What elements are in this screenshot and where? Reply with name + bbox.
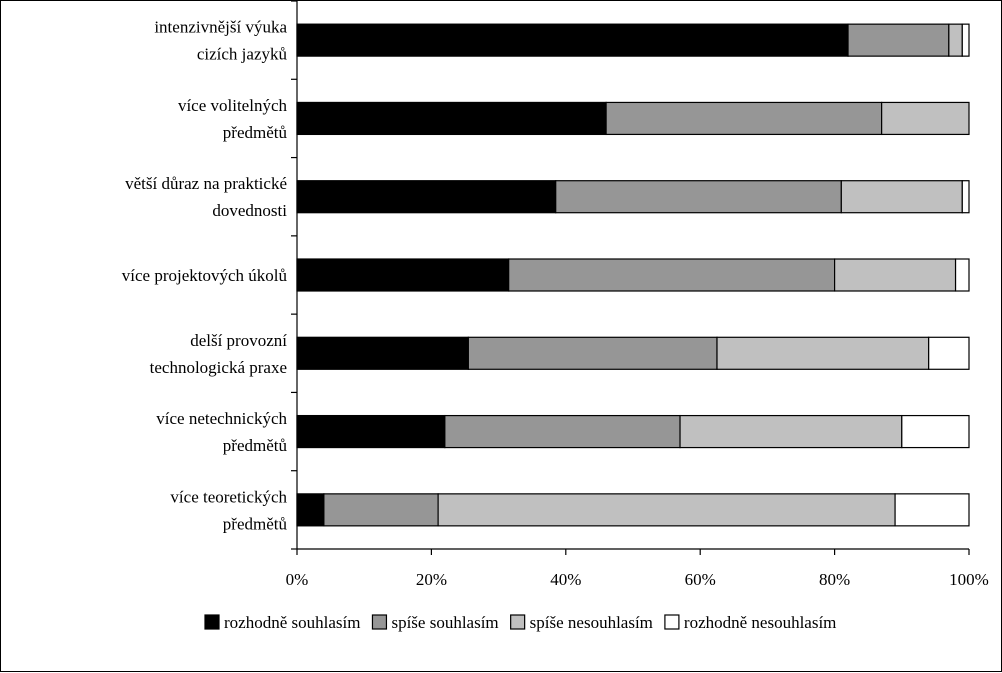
legend-label-4: rozhodně nesouhlasím (684, 613, 837, 632)
x-tick-label-1: 0% (286, 570, 309, 589)
legend: rozhodně souhlasím spíše souhlasím spíše n… (204, 613, 837, 632)
bar-segment-1-2 (847, 23, 950, 57)
legend-label-1: rozhodně souhlasím (224, 613, 360, 632)
x-tick-label-2: 20% (416, 570, 447, 589)
bar-segment-2-2 (605, 101, 883, 136)
legend-swatch-4 (664, 614, 680, 630)
bar-segment-1-4 (961, 23, 970, 57)
bar-segment-3-2 (555, 180, 842, 214)
category-label-7-line-2: předmětů (223, 514, 288, 533)
category-label-1-line-1: intenzivnější výuka (154, 18, 287, 37)
category-label-6-line-1: více netechnických (156, 409, 287, 428)
category-label-3-line-2: dovednosti (212, 201, 287, 220)
legend-swatch-1 (204, 614, 220, 630)
bar-segment-5-4 (928, 336, 970, 370)
bar-segment-5-1 (296, 336, 469, 370)
bar-segment-4-3 (833, 258, 957, 292)
bar-segment-6-2 (444, 414, 681, 449)
bar-segment-6-4 (901, 414, 970, 449)
x-tick-label-4: 60% (685, 570, 716, 589)
bar-segment-5-3 (716, 336, 930, 370)
legend-swatch-3 (510, 614, 526, 630)
bar-segment-6-3 (679, 414, 903, 449)
category-labels: intenzivnější výuka cizích jazyků více vol… (122, 18, 288, 534)
bar-segment-4-2 (508, 258, 836, 292)
bar-segment-3-3 (840, 180, 963, 214)
legend-swatch-2 (371, 614, 388, 630)
bar-segment-1-1 (296, 23, 849, 57)
bar-segment-7-1 (296, 493, 325, 527)
bar-segment-2-1 (296, 101, 607, 136)
bar-segment-4-4 (954, 258, 970, 292)
x-tick-labels: 0% 20% 40% 60% 80% 100% (286, 570, 989, 589)
category-label-4-line-1: více projektových úkolů (122, 266, 288, 285)
category-label-2-line-2: předmětů (223, 123, 288, 142)
bar-segment-7-3 (437, 493, 896, 527)
category-label-5-line-2: technologická praxe (150, 358, 287, 377)
category-label-1-line-2: cizích jazyků (197, 45, 288, 64)
legend-label-2: spíše souhlasím (391, 613, 498, 632)
bar-segment-4-1 (296, 258, 510, 292)
bar-segment-6-1 (296, 414, 446, 449)
x-tick-label-3: 40% (550, 570, 581, 589)
bar-segment-7-2 (323, 493, 439, 527)
category-label-2-line-1: více volitelných (178, 96, 288, 115)
bar-segment-5-2 (467, 336, 718, 370)
x-tick-label-5: 80% (819, 570, 850, 589)
legend-label-3: spíše nesouhlasím (530, 613, 653, 632)
category-label-6-line-2: předmětů (223, 436, 288, 455)
bar-segment-3-1 (296, 180, 557, 214)
bars-layer (296, 23, 970, 527)
category-label-7-line-1: více teoretických (170, 487, 287, 506)
bar-segment-3-4 (961, 180, 970, 214)
bar-segment-7-4 (894, 493, 970, 527)
x-tick-label-6: 100% (949, 570, 989, 589)
bar-segment-1-3 (948, 23, 963, 57)
axes-layer (291, 1, 970, 555)
category-label-3-line-1: větší důraz na praktické (125, 174, 287, 193)
bar-segment-2-3 (881, 101, 970, 136)
category-label-5-line-1: delší provozní (190, 331, 287, 350)
